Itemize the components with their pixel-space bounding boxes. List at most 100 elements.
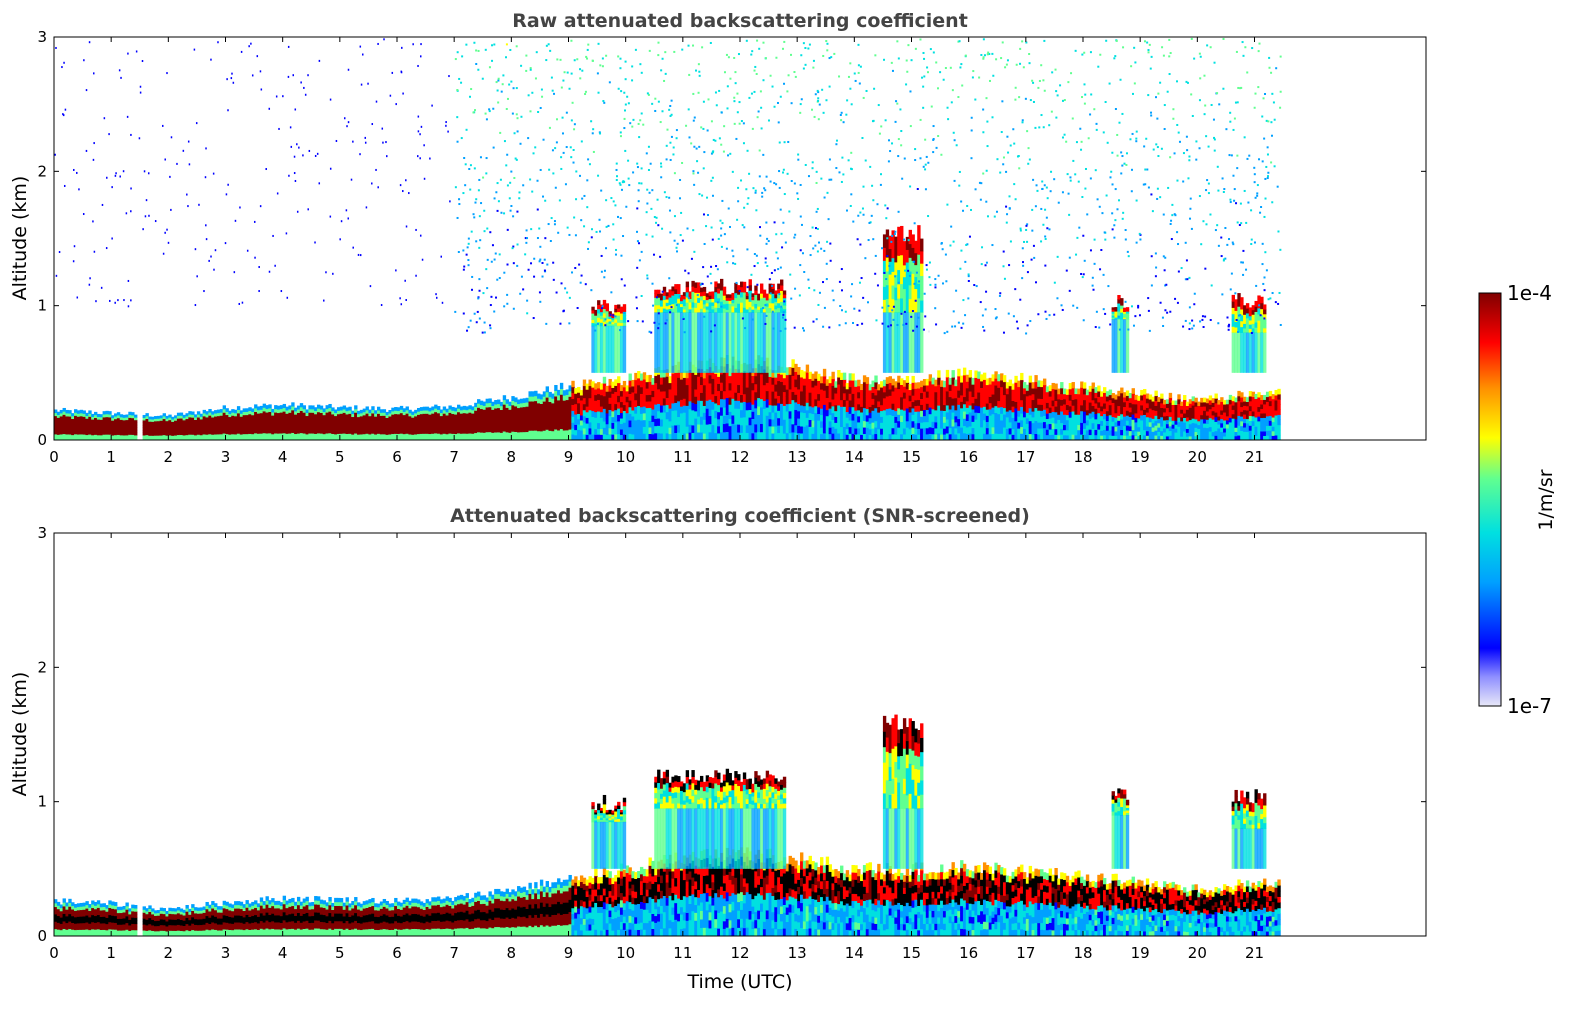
- heatmap-cell: [1160, 416, 1164, 422]
- heatmap-cell: [1120, 398, 1124, 404]
- heatmap-cell: [471, 406, 475, 411]
- heatmap-cell: [751, 396, 755, 405]
- heatmap-cell: [105, 413, 109, 418]
- cloud-cell: [591, 313, 595, 317]
- heatmap-cell: [336, 426, 341, 431]
- heatmap-cell: [102, 437, 106, 440]
- heatmap-cell: [488, 431, 492, 437]
- heatmap-cell: [1268, 435, 1273, 440]
- heatmap-cell: [1125, 420, 1130, 426]
- heatmap-cell: [562, 435, 567, 440]
- heatmap-cell: [194, 437, 198, 440]
- heatmap-cell: [922, 433, 927, 440]
- heatmap-cell: [88, 419, 92, 423]
- heatmap-cell: [154, 420, 158, 424]
- heatmap-cell: [202, 433, 206, 438]
- heatmap-cell: [754, 375, 758, 385]
- heatmap-cell: [611, 422, 615, 429]
- heatmap-cell: [1171, 432, 1175, 437]
- heatmap-cell: [1265, 415, 1270, 422]
- heatmap-cell: [1062, 393, 1067, 400]
- heatmap-cell: [442, 423, 447, 428]
- heatmap-cell: [71, 431, 75, 436]
- heatmap-cell: [885, 408, 890, 416]
- heatmap-cell: [882, 433, 887, 440]
- heatmap-cell: [982, 392, 987, 401]
- heatmap-cell: [1002, 375, 1007, 383]
- heatmap-cell: [334, 409, 338, 414]
- heatmap-cell: [625, 418, 630, 425]
- streak-cell: [1254, 332, 1258, 373]
- heatmap-cell: [322, 427, 327, 432]
- heatmap-cell: [1260, 422, 1264, 428]
- heatmap-cell: [1105, 396, 1110, 402]
- heatmap-cell: [285, 419, 289, 424]
- heatmap-cell: [842, 386, 847, 394]
- heatmap-cell: [79, 424, 84, 429]
- heatmap-cell: [648, 426, 652, 434]
- heatmap-cell: [457, 422, 461, 427]
- cloud-cell: [914, 276, 918, 290]
- heatmap-cell: [325, 412, 329, 417]
- heatmap-cell: [742, 386, 747, 395]
- heatmap-cell: [805, 432, 810, 440]
- heatmap-cell: [528, 410, 532, 417]
- heatmap-cell: [528, 425, 532, 431]
- heatmap-cell: [757, 372, 761, 382]
- heatmap-cell: [314, 413, 318, 418]
- heatmap-cell: [385, 411, 389, 416]
- heatmap-cell: [742, 416, 747, 426]
- heatmap-cell: [617, 382, 621, 390]
- heatmap-cell: [245, 408, 249, 412]
- heatmap-cell: [328, 432, 332, 437]
- cloud-cell: [1260, 302, 1264, 310]
- heatmap-cell: [1197, 420, 1201, 426]
- heatmap-cell: [188, 414, 192, 418]
- heatmap-cell: [1143, 414, 1147, 421]
- heatmap-cell: [988, 402, 993, 410]
- heatmap-cell: [1194, 427, 1198, 433]
- heatmap-cell: [482, 436, 487, 440]
- cloud-cell: [917, 283, 921, 299]
- cloud-cell: [774, 297, 778, 302]
- heatmap-cell: [559, 428, 564, 435]
- heatmap-cell: [176, 420, 181, 425]
- heatmap-cell: [176, 429, 181, 433]
- heatmap-cell: [1168, 416, 1173, 422]
- heatmap-cell: [108, 434, 112, 438]
- heatmap-cell: [945, 397, 950, 406]
- heatmap-cell: [499, 424, 504, 430]
- heatmap-cell: [145, 418, 149, 422]
- noise-speck: [638, 136, 641, 139]
- heatmap-cell: [1100, 405, 1104, 412]
- cloud-cell: [671, 308, 675, 313]
- heatmap-cell: [188, 428, 192, 432]
- heatmap-cell: [119, 419, 124, 423]
- heatmap-cell: [902, 392, 907, 399]
- cloud-cell: [905, 274, 910, 288]
- heatmap-cell: [834, 434, 838, 440]
- heatmap-cell: [1183, 422, 1187, 428]
- heatmap-cell: [285, 436, 289, 440]
- heatmap-cell: [1117, 410, 1121, 416]
- heatmap-cell: [988, 390, 993, 397]
- heatmap-cell: [308, 422, 312, 427]
- heatmap-cell: [328, 407, 332, 412]
- heatmap-cell: [216, 433, 221, 438]
- heatmap-cell: [1083, 399, 1087, 406]
- heatmap-cell: [1257, 430, 1261, 436]
- heatmap-cell: [619, 407, 624, 414]
- heatmap-cell: [1128, 407, 1133, 413]
- heatmap-cell: [431, 419, 435, 424]
- cloud-cell: [688, 308, 692, 313]
- heatmap-cell: [1245, 422, 1250, 428]
- heatmap-cell: [1134, 399, 1138, 405]
- heatmap-cell: [71, 423, 75, 428]
- heatmap-cell: [880, 410, 884, 417]
- heatmap-cell: [860, 428, 864, 435]
- heatmap-cell: [502, 431, 507, 437]
- heatmap-cell: [1231, 426, 1235, 432]
- heatmap-cell: [1108, 414, 1113, 421]
- heatmap-cell: [577, 402, 581, 409]
- heatmap-cell: [751, 375, 755, 384]
